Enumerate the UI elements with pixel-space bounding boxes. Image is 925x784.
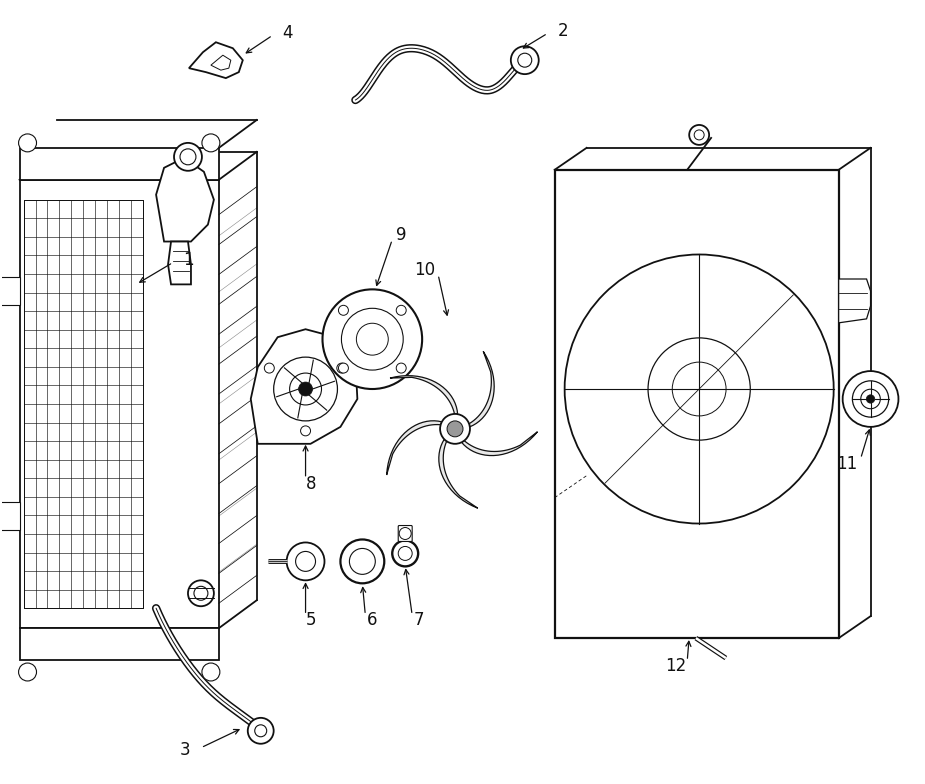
Circle shape: [337, 363, 347, 373]
Text: 4: 4: [283, 24, 293, 42]
Circle shape: [299, 382, 313, 396]
Circle shape: [564, 255, 833, 524]
Circle shape: [341, 308, 403, 370]
Bar: [0, 502, 19, 529]
Circle shape: [648, 338, 750, 440]
Circle shape: [202, 134, 220, 152]
Text: 1: 1: [183, 251, 194, 269]
Circle shape: [689, 125, 709, 145]
Text: 6: 6: [366, 612, 377, 630]
Circle shape: [248, 718, 274, 744]
Text: 9: 9: [396, 226, 407, 244]
Text: 3: 3: [179, 741, 191, 759]
Polygon shape: [251, 329, 357, 444]
Text: 5: 5: [305, 612, 316, 630]
Text: 8: 8: [305, 474, 316, 492]
Polygon shape: [387, 421, 442, 475]
Polygon shape: [211, 55, 231, 70]
Bar: [555, 170, 839, 638]
Circle shape: [287, 543, 325, 580]
Circle shape: [202, 663, 220, 681]
Circle shape: [350, 549, 376, 575]
Polygon shape: [390, 376, 458, 414]
Text: 11: 11: [836, 455, 857, 473]
Circle shape: [867, 395, 875, 403]
Polygon shape: [839, 279, 870, 323]
Polygon shape: [156, 158, 214, 241]
Circle shape: [323, 289, 422, 389]
Circle shape: [396, 305, 406, 315]
Polygon shape: [438, 439, 478, 508]
Circle shape: [339, 363, 349, 373]
Polygon shape: [168, 241, 191, 285]
Circle shape: [511, 46, 538, 74]
Circle shape: [188, 580, 214, 606]
Circle shape: [843, 371, 898, 426]
Circle shape: [174, 143, 202, 171]
Circle shape: [392, 540, 418, 566]
Polygon shape: [189, 42, 242, 78]
Circle shape: [18, 663, 36, 681]
Circle shape: [18, 134, 36, 152]
Text: 2: 2: [558, 22, 569, 40]
Polygon shape: [469, 351, 494, 426]
Circle shape: [440, 414, 470, 444]
Circle shape: [265, 363, 275, 373]
Bar: [19, 148, 219, 180]
Circle shape: [396, 363, 406, 373]
Text: 12: 12: [665, 657, 686, 675]
Circle shape: [301, 426, 311, 436]
Bar: [0, 278, 19, 305]
Bar: [19, 628, 219, 660]
Text: 7: 7: [413, 612, 425, 629]
Bar: [23, 200, 143, 608]
Circle shape: [447, 421, 463, 437]
Text: 10: 10: [414, 260, 436, 278]
Polygon shape: [462, 432, 537, 456]
Circle shape: [339, 305, 349, 315]
Circle shape: [340, 539, 384, 583]
FancyBboxPatch shape: [399, 525, 413, 542]
